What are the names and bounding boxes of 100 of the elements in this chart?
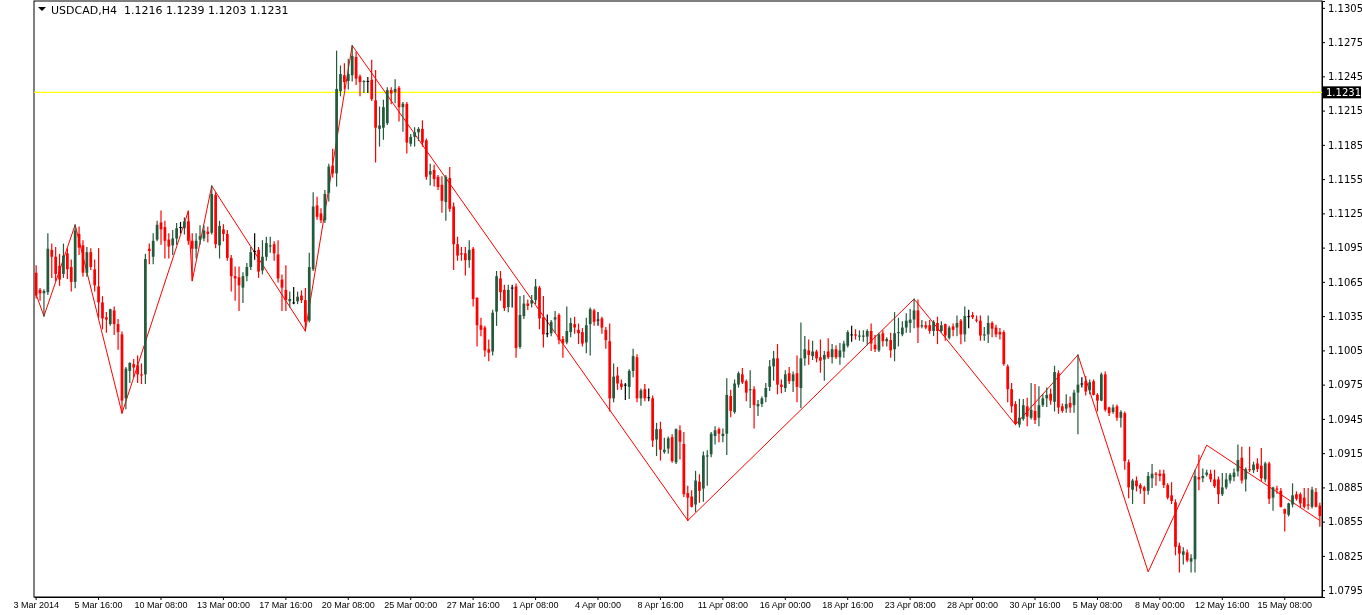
candlestick xyxy=(510,284,514,308)
candlestick xyxy=(1096,393,1099,412)
candlestick xyxy=(670,434,674,463)
candlestick xyxy=(612,363,615,403)
candlestick xyxy=(257,247,260,278)
y-tick-label: 1.0915 xyxy=(1328,447,1362,459)
candlestick xyxy=(897,317,900,347)
candlestick xyxy=(331,148,335,178)
candlestick xyxy=(495,271,498,326)
candlestick xyxy=(62,243,65,278)
candlestick xyxy=(1018,398,1021,428)
candlestick xyxy=(300,290,303,304)
x-tick-label: 10 Mar 08:00 xyxy=(134,600,188,611)
candlestick xyxy=(1248,446,1251,473)
candlestick xyxy=(893,312,896,362)
x-tick-label: 1 Apr 08:00 xyxy=(512,600,559,611)
candlestick xyxy=(413,127,416,147)
candlestick xyxy=(1244,467,1248,492)
y-tick-label: 1.1185 xyxy=(1328,139,1362,151)
candlestick xyxy=(222,224,225,242)
y-tick-label: 1.1305 xyxy=(1328,2,1362,14)
x-tick-label: 27 Mar 16:00 xyxy=(446,600,500,611)
candlestick xyxy=(506,284,510,313)
candlestick xyxy=(705,450,709,486)
candlestick xyxy=(261,240,264,275)
candlestick xyxy=(858,330,861,341)
x-tick-label: 13 Mar 00:00 xyxy=(196,600,250,611)
candlestick xyxy=(534,278,537,305)
candlestick xyxy=(93,259,97,292)
y-tick-label: 1.0885 xyxy=(1328,482,1362,494)
candlestick xyxy=(811,340,814,361)
candlestick xyxy=(186,210,190,245)
candlestick xyxy=(569,317,573,338)
candlestick xyxy=(822,350,826,381)
candlestick xyxy=(819,339,822,373)
x-tick-label: 20 Mar 08:00 xyxy=(321,600,375,611)
candlestick xyxy=(1252,461,1255,474)
candlestick xyxy=(218,220,221,259)
candlestick xyxy=(463,247,467,276)
candlestick xyxy=(577,323,580,345)
x-tick-label: 18 Apr 16:00 xyxy=(822,600,874,611)
candlestick xyxy=(655,422,658,457)
candlestick xyxy=(97,248,100,318)
candlestick xyxy=(346,58,350,90)
candlestick xyxy=(1021,398,1025,421)
candlestick xyxy=(1068,396,1072,413)
candlestick xyxy=(807,339,811,365)
candlestick xyxy=(1306,487,1310,510)
candlestick xyxy=(1240,446,1244,484)
candlestick xyxy=(979,315,982,341)
candlestick xyxy=(296,291,299,305)
candlestick xyxy=(861,330,865,342)
candlestick xyxy=(698,474,701,503)
candlestick xyxy=(378,106,381,147)
candlestick xyxy=(190,233,194,282)
candlestick xyxy=(1080,377,1084,388)
candlestick xyxy=(1279,487,1283,508)
candlestick xyxy=(343,63,346,90)
candlestick xyxy=(565,306,569,345)
candlestick xyxy=(147,243,151,265)
y-tick-label: 1.0795 xyxy=(1328,584,1362,596)
candlestick xyxy=(350,44,354,82)
candlestick xyxy=(694,470,697,512)
x-tick-label: 3 Mar 2014 xyxy=(13,600,59,611)
candlestick xyxy=(616,366,619,390)
candlestick xyxy=(417,127,420,141)
candlestick xyxy=(776,344,779,395)
y-tick-label: 1.1275 xyxy=(1328,36,1362,48)
candlestick xyxy=(1135,476,1138,492)
candlestick xyxy=(1217,476,1220,504)
candlestick xyxy=(854,329,857,340)
candlestick xyxy=(783,370,787,393)
candlestick xyxy=(467,240,471,268)
candlestick xyxy=(975,315,978,323)
candlestick xyxy=(1053,365,1056,412)
x-tick-label: 25 Mar 00:00 xyxy=(384,600,438,611)
x-tick-label: 30 Apr 16:00 xyxy=(1009,600,1061,611)
candlestick xyxy=(432,164,436,187)
y-tick-label: 1.1035 xyxy=(1328,310,1362,322)
candlestick xyxy=(1263,461,1267,483)
candlestick xyxy=(264,236,268,261)
candlestick xyxy=(1119,410,1123,428)
candlestick xyxy=(140,363,143,385)
candlestick xyxy=(729,389,733,418)
candlestick xyxy=(538,285,541,330)
candlestick xyxy=(1092,379,1095,396)
candlestick xyxy=(553,310,557,333)
candlestick xyxy=(1170,482,1173,504)
x-tick-label: 8 May 00:00 xyxy=(1135,600,1185,611)
candlestick xyxy=(1006,364,1010,403)
candlestick xyxy=(768,360,772,391)
y-tick-label: 1.0855 xyxy=(1328,516,1362,528)
candlestick xyxy=(1302,487,1306,509)
candlestick xyxy=(963,306,967,342)
x-tick-label: 8 Apr 16:00 xyxy=(637,600,684,611)
candlestick xyxy=(1220,473,1224,496)
candlestick xyxy=(1045,387,1049,407)
candlestick xyxy=(986,315,990,343)
candlestick xyxy=(54,247,58,282)
candlestick xyxy=(1283,508,1287,532)
